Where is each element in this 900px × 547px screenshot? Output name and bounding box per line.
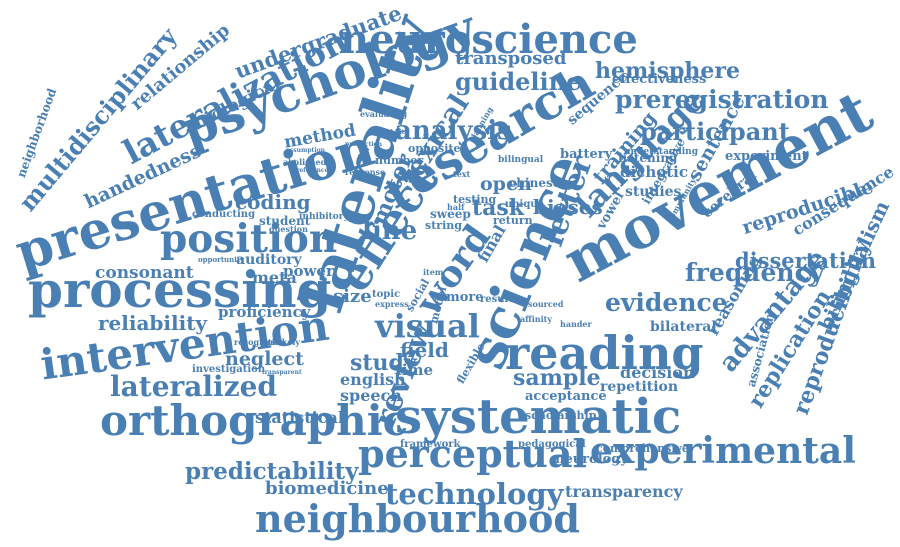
word-text: text bbox=[453, 169, 471, 179]
word-participant: participant bbox=[640, 117, 790, 146]
word-bilingual: bilingual bbox=[498, 155, 544, 165]
word-meta: meta bbox=[252, 268, 297, 287]
word-affinity: affinity bbox=[520, 314, 552, 324]
word-repetition: repetition bbox=[600, 379, 679, 395]
word-experiment: experiment bbox=[725, 149, 808, 164]
word-study: study bbox=[350, 350, 417, 376]
word-transparency: transparency bbox=[565, 482, 683, 501]
word-sourced: sourced bbox=[528, 299, 564, 309]
word-neighbourhood: neighbourhood bbox=[255, 496, 580, 541]
word-recognition: recognition bbox=[234, 337, 286, 347]
word-abolished: abolished bbox=[283, 157, 327, 167]
word-inhibitory: inhibitory bbox=[299, 212, 349, 222]
word-analysis: analysis bbox=[395, 116, 512, 146]
word-item: item bbox=[423, 267, 444, 277]
word-statistical: statistical bbox=[255, 408, 344, 427]
word-size: size bbox=[333, 286, 372, 307]
word-neurology: neurology bbox=[555, 452, 628, 467]
word-reading: reading bbox=[505, 326, 704, 380]
word-visual: visual bbox=[375, 307, 480, 345]
word-scholarship: scholarship bbox=[525, 409, 597, 422]
word-framework: framework bbox=[400, 439, 461, 450]
word-production: production bbox=[345, 141, 382, 148]
word-biomedicine: biomedicine bbox=[265, 478, 389, 499]
word-field: field bbox=[400, 338, 449, 362]
word-chinese: chinese bbox=[509, 176, 561, 190]
word-transposed: transposed bbox=[455, 48, 567, 69]
word-unlikely: unlikely bbox=[264, 337, 301, 347]
word-orthographic: orthographic bbox=[100, 396, 409, 445]
word-auditory: auditory bbox=[236, 252, 302, 268]
word-conducting: conducting bbox=[192, 209, 256, 220]
word-proficiency: proficiency bbox=[218, 303, 311, 321]
word-assumption: assumption bbox=[286, 147, 325, 154]
word-sweep: sweep bbox=[430, 207, 471, 221]
word-capability: capability bbox=[375, 129, 408, 136]
word-perceptual: perceptual bbox=[358, 431, 587, 476]
word-half: half bbox=[447, 202, 465, 212]
word-english: english bbox=[340, 370, 406, 389]
word-line: line bbox=[362, 216, 418, 246]
word-neglect: neglect bbox=[225, 348, 304, 370]
word-biases: biases bbox=[533, 195, 603, 219]
word-understanding: understanding bbox=[624, 147, 698, 157]
word-position: position bbox=[160, 216, 338, 262]
word-frequency: frequency bbox=[685, 258, 825, 287]
word-predictability: predictability bbox=[185, 458, 359, 485]
word-effectiveness: effectiveness bbox=[612, 72, 707, 87]
word-response: response bbox=[345, 167, 386, 177]
word-topic: topic bbox=[372, 289, 401, 300]
word-string: string bbox=[425, 219, 462, 232]
word-opposite: opposite bbox=[408, 142, 461, 155]
word-time: time bbox=[395, 361, 434, 379]
word-open: open bbox=[480, 173, 532, 195]
word-transparent: transparent bbox=[262, 369, 302, 376]
word-neuroscience: neuroscience bbox=[340, 16, 638, 63]
word-experimental: experimental bbox=[590, 430, 856, 472]
word-task: task bbox=[472, 195, 525, 221]
word-studies: studies bbox=[625, 184, 682, 200]
word-evidence: evidence bbox=[605, 288, 728, 317]
word-express: express bbox=[375, 299, 409, 309]
word-reliability: reliability bbox=[98, 311, 208, 335]
word-speech: speech bbox=[340, 386, 402, 405]
word-processing: processing bbox=[28, 260, 332, 319]
word-comprehensive: comprehensive bbox=[596, 442, 689, 455]
word-pedagogical: pedagogical bbox=[518, 439, 586, 450]
word-bilateral: bilateral bbox=[650, 319, 717, 335]
word-question: question bbox=[269, 224, 308, 234]
word-systematic: systematic bbox=[395, 389, 682, 445]
word-acceptance: acceptance bbox=[525, 389, 607, 404]
word-battery: battery bbox=[560, 147, 613, 162]
word-dichotic: dichotic bbox=[620, 163, 688, 181]
word-lateralized: lateralized bbox=[110, 370, 277, 403]
word-coding: coding bbox=[235, 190, 311, 214]
word-hemisphere: hemisphere bbox=[595, 58, 740, 84]
word-result: result bbox=[480, 294, 513, 305]
word-unique: unique bbox=[505, 199, 544, 210]
word-preregistration: preregistration bbox=[615, 85, 829, 114]
word-sample: sample bbox=[513, 365, 601, 391]
word-dissertation: dissertation bbox=[735, 248, 876, 273]
word-opportunity: opportunity bbox=[198, 255, 245, 264]
word-number: number bbox=[375, 154, 424, 167]
word-hander: hander bbox=[560, 319, 592, 329]
word-guideline: guideline bbox=[455, 67, 582, 96]
word-evaluating: evaluating bbox=[360, 109, 408, 119]
word-technology: technology bbox=[385, 477, 564, 511]
word-consonant: consonant bbox=[95, 263, 194, 283]
word-return: return bbox=[493, 214, 533, 227]
word-student: student bbox=[259, 214, 311, 228]
word-decision: decision bbox=[620, 363, 695, 382]
word-testing: testing bbox=[453, 193, 497, 206]
word-power: power bbox=[283, 262, 334, 280]
word-listening: listening bbox=[618, 151, 678, 165]
word-more: more bbox=[446, 290, 484, 305]
word-investigation: investigation bbox=[192, 364, 266, 375]
word-preference: preference bbox=[292, 167, 329, 174]
